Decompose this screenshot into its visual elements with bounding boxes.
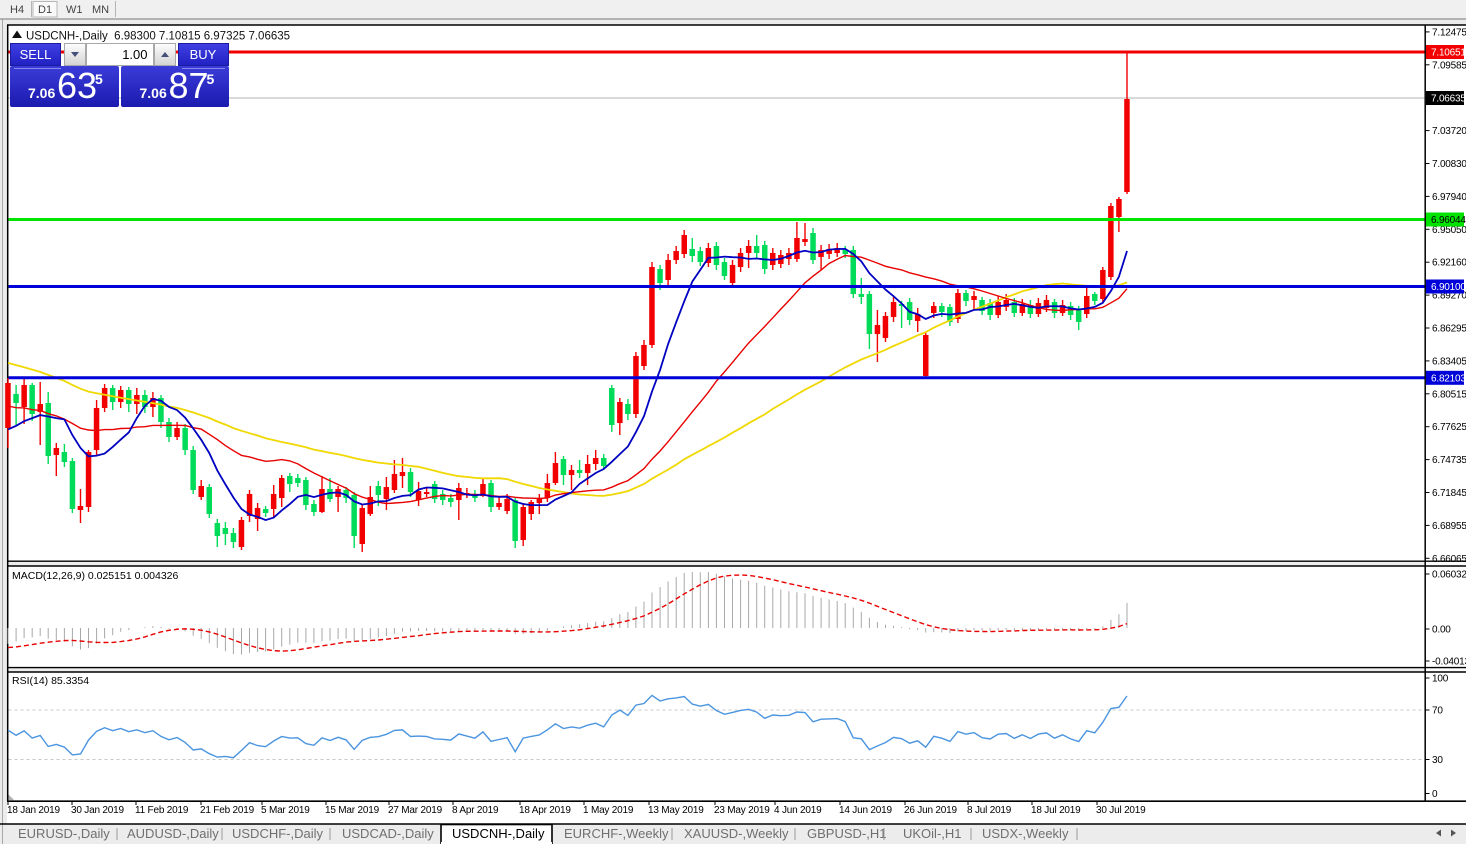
svg-text:7.10651: 7.10651	[1431, 48, 1466, 59]
svg-text:1 May 2019: 1 May 2019	[583, 805, 634, 816]
svg-text:USDX-,Weekly: USDX-,Weekly	[982, 826, 1069, 841]
svg-text:5 Mar 2019: 5 Mar 2019	[261, 805, 310, 816]
svg-text:11 Feb 2019: 11 Feb 2019	[135, 805, 189, 816]
svg-text:4 Jun 2019: 4 Jun 2019	[774, 805, 822, 816]
svg-text:14 Jun 2019: 14 Jun 2019	[839, 805, 892, 816]
svg-text:7.09585: 7.09585	[1432, 60, 1466, 71]
svg-text:EURCHF-,Weekly: EURCHF-,Weekly	[564, 826, 669, 841]
svg-text:26 Jun 2019: 26 Jun 2019	[904, 805, 957, 816]
svg-text:70: 70	[1432, 706, 1443, 717]
svg-text:27 Mar 2019: 27 Mar 2019	[388, 805, 443, 816]
svg-text:0.00: 0.00	[1432, 625, 1451, 636]
svg-text:USDCNH-,Daily 6.98300 7.10815: USDCNH-,Daily 6.98300 7.10815 6.97325 7.…	[26, 31, 290, 43]
svg-text:USDCNH-,Daily: USDCNH-,Daily	[452, 826, 545, 841]
svg-text:6.80515: 6.80515	[1432, 389, 1466, 400]
svg-text:6.92160: 6.92160	[1432, 258, 1466, 269]
svg-text:13 May 2019: 13 May 2019	[648, 805, 704, 816]
svg-text:30 Jan 2019: 30 Jan 2019	[71, 805, 124, 816]
svg-text:18 Jul 2019: 18 Jul 2019	[1031, 805, 1081, 816]
svg-text:100: 100	[1432, 674, 1449, 685]
svg-text:8 Jul 2019: 8 Jul 2019	[967, 805, 1012, 816]
svg-text:6.77625: 6.77625	[1432, 422, 1466, 433]
svg-text:D1: D1	[38, 4, 52, 16]
svg-text:18 Jan 2019: 18 Jan 2019	[7, 805, 60, 816]
svg-text:6.82103: 6.82103	[1431, 373, 1466, 384]
svg-text:RSI(14) 85.3354: RSI(14) 85.3354	[12, 675, 89, 687]
svg-text:EURUSD-,Daily: EURUSD-,Daily	[18, 826, 110, 841]
svg-text:7.00830: 7.00830	[1432, 159, 1466, 170]
svg-text:6.66065: 6.66065	[1432, 554, 1466, 565]
svg-text:21 Feb 2019: 21 Feb 2019	[200, 805, 255, 816]
svg-text:6.89270: 6.89270	[1432, 291, 1466, 302]
svg-text:7.03720: 7.03720	[1432, 126, 1466, 137]
svg-text:XAUUSD-,Weekly: XAUUSD-,Weekly	[684, 826, 789, 841]
svg-text:0.060329: 0.060329	[1432, 570, 1466, 581]
svg-text:MACD(12,26,9) 0.025151 0.00432: MACD(12,26,9) 0.025151 0.004326	[12, 570, 179, 582]
svg-text:MN: MN	[92, 4, 109, 16]
svg-text:30 Jul 2019: 30 Jul 2019	[1096, 805, 1146, 816]
svg-text:7.06635: 7.06635	[1431, 94, 1466, 105]
svg-text:USDCAD-,Daily: USDCAD-,Daily	[342, 826, 434, 841]
svg-text:18 Apr 2019: 18 Apr 2019	[519, 805, 571, 816]
svg-text:6.96044: 6.96044	[1431, 215, 1466, 226]
svg-text:6.86295: 6.86295	[1432, 324, 1466, 335]
svg-text:H4: H4	[10, 4, 24, 16]
svg-text:UKOil-,H1: UKOil-,H1	[903, 826, 962, 841]
svg-text:6.83405: 6.83405	[1432, 356, 1466, 367]
svg-text:-0.040135: -0.040135	[1432, 657, 1466, 668]
svg-text:23 May 2019: 23 May 2019	[714, 805, 770, 816]
svg-text:6.95050: 6.95050	[1432, 225, 1466, 236]
svg-text:GBPUSD-,H1: GBPUSD-,H1	[807, 826, 886, 841]
svg-text:6.97940: 6.97940	[1432, 192, 1466, 203]
svg-text:6.74735: 6.74735	[1432, 455, 1466, 466]
svg-text:15 Mar 2019: 15 Mar 2019	[325, 805, 380, 816]
svg-text:6.71845: 6.71845	[1432, 488, 1466, 499]
svg-text:AUDUSD-,Daily: AUDUSD-,Daily	[127, 826, 219, 841]
svg-text:W1: W1	[66, 4, 83, 16]
svg-text:7.12475: 7.12475	[1432, 27, 1466, 38]
svg-text:8 Apr 2019: 8 Apr 2019	[452, 805, 499, 816]
svg-text:30: 30	[1432, 755, 1443, 766]
svg-text:USDCHF-,Daily: USDCHF-,Daily	[232, 826, 324, 841]
svg-text:6.90100: 6.90100	[1431, 282, 1466, 293]
svg-text:6.68955: 6.68955	[1432, 521, 1466, 532]
svg-text:0: 0	[1432, 789, 1438, 800]
